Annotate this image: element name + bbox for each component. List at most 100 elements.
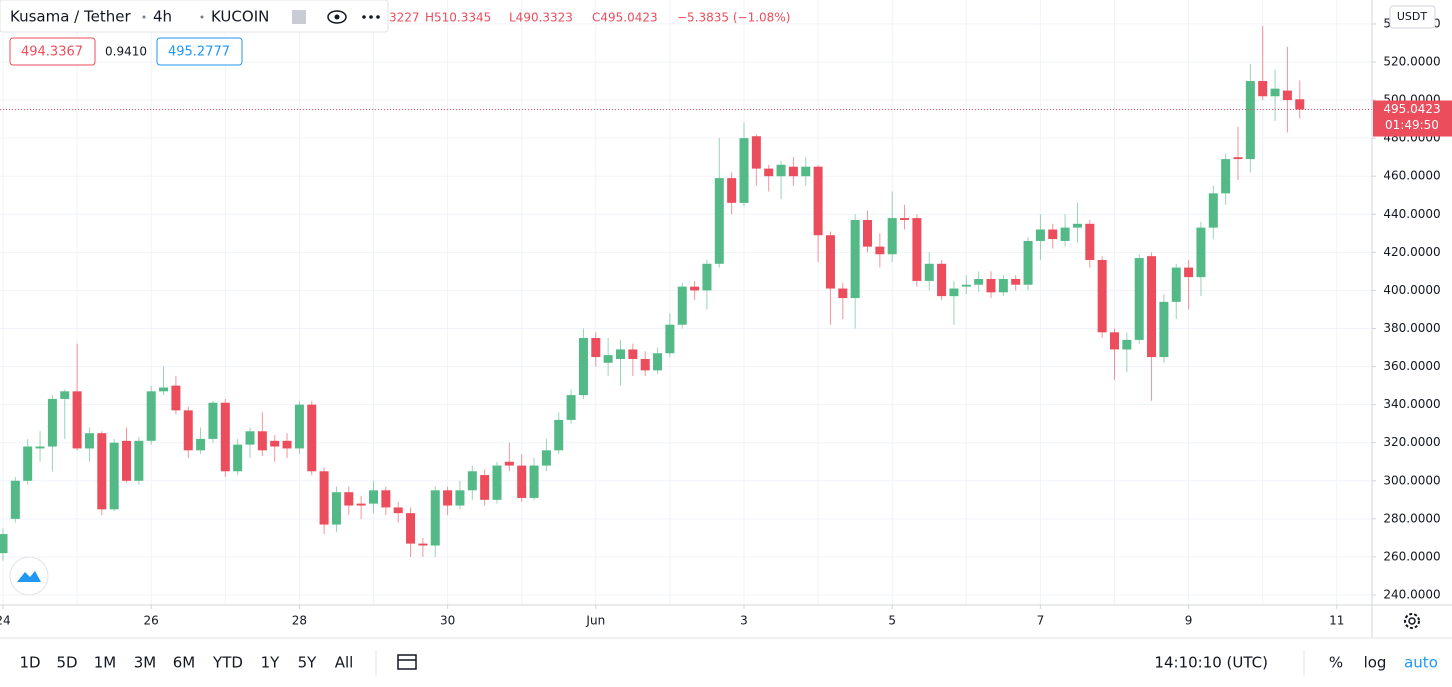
candle-body: [159, 387, 169, 392]
candle-body: [640, 358, 650, 371]
candle-body: [937, 263, 947, 297]
spread: 0.9410: [105, 45, 147, 59]
change-value: −5.3835 (−1.08%): [677, 11, 790, 25]
symbol: Kusama / Tether: [10, 8, 131, 26]
candle-body: [134, 440, 144, 481]
candle-body: [1147, 256, 1157, 358]
open-fragment: 3227: [389, 11, 420, 25]
candle-body: [875, 246, 885, 255]
legend-box: [0, 0, 389, 33]
settings-icon[interactable]: [1404, 613, 1420, 629]
candle-body: [801, 166, 811, 177]
candle-body: [443, 490, 453, 506]
candle-body: [455, 490, 465, 506]
range-button[interactable]: 1M: [94, 654, 117, 672]
more-icon[interactable]: [362, 15, 380, 19]
y-tick-label: 420.0000: [1383, 245, 1440, 259]
candle-body: [1282, 90, 1292, 101]
y-tick-label: 320.0000: [1383, 435, 1440, 449]
candle-body: [356, 503, 366, 506]
last-price-box: [1373, 100, 1452, 137]
candle-body: [1171, 267, 1181, 302]
eye-icon[interactable]: [327, 10, 347, 24]
candle-body: [60, 391, 70, 399]
candle-body: [764, 168, 774, 177]
candle-body: [406, 513, 416, 544]
candle-body: [529, 465, 539, 498]
candle-body: [109, 442, 119, 510]
high-value: H510.3345: [425, 11, 491, 25]
candle-body: [628, 349, 638, 359]
candle-body: [578, 338, 588, 396]
candle-body: [331, 492, 341, 525]
y-tick-label: 300.0000: [1383, 473, 1440, 487]
auto-toggle[interactable]: auto: [1404, 654, 1438, 672]
compare-icon[interactable]: [397, 654, 417, 670]
candle-body: [566, 395, 576, 420]
candle-body: [517, 465, 527, 498]
x-tick-label: 3: [740, 614, 748, 628]
candle-body: [35, 446, 45, 449]
clock: 14:10:10 (UTC): [1154, 654, 1268, 672]
candle-body: [220, 402, 230, 472]
interval: 4h: [153, 8, 172, 26]
candle-body: [1048, 229, 1058, 240]
percent-toggle[interactable]: %: [1329, 654, 1343, 672]
candle-body: [912, 218, 922, 281]
candle-body: [1110, 332, 1119, 350]
candle-body: [825, 235, 835, 289]
candle-body: [282, 440, 292, 449]
candle-body: [1122, 339, 1132, 350]
currency: USDT: [1397, 10, 1428, 23]
range-button[interactable]: 6M: [173, 654, 196, 672]
candle-body: [702, 263, 712, 291]
eye-pupil: [334, 14, 340, 20]
candle-body: [1270, 88, 1280, 97]
candle-body: [813, 166, 823, 236]
currency-box[interactable]: [1389, 5, 1436, 29]
range-button[interactable]: 1D: [19, 654, 40, 672]
candle-body: [1184, 267, 1194, 278]
candle-body: [467, 471, 477, 491]
range-button[interactable]: YTD: [212, 654, 243, 672]
candle-body: [10, 480, 20, 519]
close-value: C495.0423: [592, 11, 658, 25]
candle-body: [369, 490, 378, 504]
flag-icon[interactable]: [292, 10, 306, 24]
candle-body: [998, 279, 1008, 293]
candle-body: [72, 391, 82, 449]
candle-body: [1035, 229, 1045, 241]
y-tick-label: 400.0000: [1383, 283, 1440, 297]
candle-body: [1159, 301, 1169, 358]
candle-body: [492, 465, 502, 500]
candle-body: [1060, 227, 1070, 241]
candle-body: [208, 402, 218, 439]
range-button[interactable]: 5D: [56, 654, 77, 672]
candle-body: [1221, 159, 1231, 194]
range-button[interactable]: 3M: [134, 654, 157, 672]
candle-body: [739, 138, 749, 203]
x-tick-label: Jun: [585, 614, 605, 628]
x-tick-label: 28: [292, 614, 307, 628]
range-button[interactable]: 5Y: [298, 654, 318, 672]
candle-body: [196, 438, 206, 451]
log-toggle[interactable]: log: [1364, 654, 1387, 672]
separator-dot: [142, 15, 146, 19]
candle-body: [714, 178, 724, 264]
last-price-label: 495.0423: [1383, 102, 1440, 116]
bid-price: 494.3367: [21, 45, 83, 60]
y-tick-label: 460.0000: [1383, 169, 1440, 183]
y-tick-label: 240.0000: [1383, 588, 1440, 602]
ask-price: 495.2777: [168, 45, 230, 60]
candle-body: [84, 433, 94, 449]
candle-body: [591, 338, 601, 358]
candle-body: [1023, 240, 1033, 285]
candle-body: [504, 461, 514, 466]
y-tick-label: 280.0000: [1383, 511, 1440, 525]
candle-body: [1258, 81, 1268, 97]
range-button[interactable]: 1Y: [261, 654, 281, 672]
range-button[interactable]: All: [335, 654, 354, 672]
separator-dot: [200, 15, 204, 19]
candle-body: [554, 419, 564, 451]
